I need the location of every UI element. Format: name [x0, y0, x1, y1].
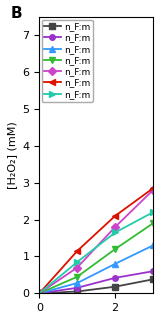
Legend: n_F:m, n_F:m, n_F:m, n_F:m, n_F:m, n_F:m, n_F:m: n_F:m, n_F:m, n_F:m, n_F:m, n_F:m, n_F:m… [42, 20, 93, 101]
n_F:m [152, 186, 154, 190]
Line: n_F:m: n_F:m [37, 243, 156, 296]
n_F:m [76, 266, 78, 269]
n_F:m [38, 292, 40, 295]
n_F:m [114, 285, 116, 289]
n_F:m [38, 292, 40, 295]
n_F:m [114, 214, 116, 218]
n_F:m [76, 290, 78, 293]
n_F:m [38, 292, 40, 295]
Line: n_F:m: n_F:m [37, 220, 156, 296]
n_F:m [114, 231, 116, 235]
n_F:m [114, 247, 116, 251]
Text: B: B [11, 6, 23, 21]
n_F:m [76, 281, 78, 285]
n_F:m [152, 277, 154, 281]
n_F:m [114, 262, 116, 266]
n_F:m [152, 244, 154, 247]
n_F:m [114, 225, 116, 229]
n_F:m [152, 221, 154, 225]
n_F:m [76, 275, 78, 279]
Line: n_F:m: n_F:m [37, 187, 156, 296]
Line: n_F:m: n_F:m [37, 276, 156, 296]
n_F:m [38, 292, 40, 295]
Y-axis label: [H₂O₂] (mM): [H₂O₂] (mM) [7, 121, 17, 189]
n_F:m [76, 286, 78, 290]
Line: n_F:m: n_F:m [37, 209, 156, 296]
n_F:m [152, 269, 154, 273]
n_F:m [76, 249, 78, 253]
n_F:m [152, 210, 154, 214]
n_F:m [38, 292, 40, 295]
Line: n_F:m: n_F:m [37, 186, 156, 296]
Line: n_F:m: n_F:m [37, 268, 156, 296]
n_F:m [38, 292, 40, 295]
n_F:m [38, 292, 40, 295]
n_F:m [152, 188, 154, 192]
n_F:m [114, 276, 116, 280]
n_F:m [76, 260, 78, 264]
